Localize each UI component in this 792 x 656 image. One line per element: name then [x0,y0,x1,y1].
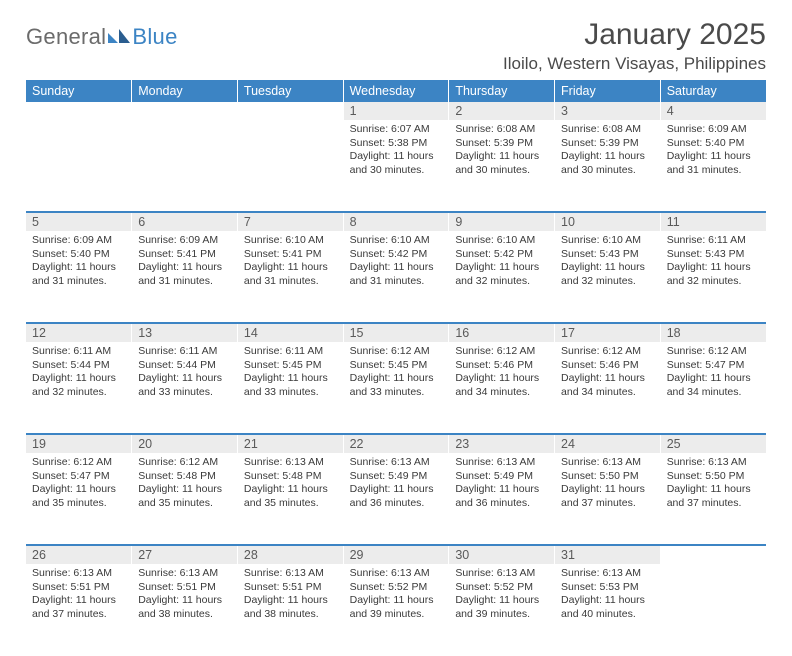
day-number [26,102,132,120]
day-cell: Sunrise: 6:11 AMSunset: 5:43 PMDaylight:… [660,231,766,323]
day-number: 29 [343,545,449,564]
day-number: 18 [660,323,766,342]
day-number: 22 [343,434,449,453]
day-number [660,545,766,564]
day-number [132,102,238,120]
day-cell: Sunrise: 6:09 AMSunset: 5:40 PMDaylight:… [26,231,132,323]
day-cell: Sunrise: 6:13 AMSunset: 5:48 PMDaylight:… [237,453,343,545]
day-number: 30 [449,545,555,564]
day-number: 8 [343,212,449,231]
day-number: 9 [449,212,555,231]
day-cell: Sunrise: 6:11 AMSunset: 5:44 PMDaylight:… [132,342,238,434]
day-cell: Sunrise: 6:12 AMSunset: 5:46 PMDaylight:… [449,342,555,434]
day-number: 23 [449,434,555,453]
day-number: 13 [132,323,238,342]
day-cell: Sunrise: 6:08 AMSunset: 5:39 PMDaylight:… [449,120,555,212]
logo: General Blue [26,18,178,50]
day-number: 15 [343,323,449,342]
day-cell: Sunrise: 6:09 AMSunset: 5:40 PMDaylight:… [660,120,766,212]
day-number: 4 [660,102,766,120]
day-cell: Sunrise: 6:13 AMSunset: 5:51 PMDaylight:… [132,564,238,656]
month-title: January 2025 [503,18,766,52]
day-number: 21 [237,434,343,453]
day-number: 7 [237,212,343,231]
day-number: 5 [26,212,132,231]
day-number: 6 [132,212,238,231]
logo-text-general: General [26,24,106,50]
day-number: 11 [660,212,766,231]
daynum-row: 567891011 [26,212,766,231]
day-cell [26,120,132,212]
day-header: Monday [132,80,238,102]
day-cell: Sunrise: 6:13 AMSunset: 5:50 PMDaylight:… [660,453,766,545]
content-row: Sunrise: 6:09 AMSunset: 5:40 PMDaylight:… [26,231,766,323]
day-cell: Sunrise: 6:08 AMSunset: 5:39 PMDaylight:… [555,120,661,212]
day-cell [660,564,766,656]
day-cell [132,120,238,212]
day-cell [237,120,343,212]
day-number: 10 [555,212,661,231]
content-row: Sunrise: 6:13 AMSunset: 5:51 PMDaylight:… [26,564,766,656]
day-cell: Sunrise: 6:10 AMSunset: 5:42 PMDaylight:… [449,231,555,323]
day-cell: Sunrise: 6:13 AMSunset: 5:49 PMDaylight:… [449,453,555,545]
day-header-row: SundayMondayTuesdayWednesdayThursdayFrid… [26,80,766,102]
day-cell: Sunrise: 6:09 AMSunset: 5:41 PMDaylight:… [132,231,238,323]
day-cell: Sunrise: 6:12 AMSunset: 5:48 PMDaylight:… [132,453,238,545]
day-number: 28 [237,545,343,564]
day-cell: Sunrise: 6:12 AMSunset: 5:46 PMDaylight:… [555,342,661,434]
day-cell: Sunrise: 6:13 AMSunset: 5:53 PMDaylight:… [555,564,661,656]
logo-text-blue: Blue [132,24,177,50]
calendar-table: SundayMondayTuesdayWednesdayThursdayFrid… [26,80,766,656]
day-number: 16 [449,323,555,342]
day-cell: Sunrise: 6:10 AMSunset: 5:43 PMDaylight:… [555,231,661,323]
day-cell: Sunrise: 6:13 AMSunset: 5:50 PMDaylight:… [555,453,661,545]
day-number: 25 [660,434,766,453]
logo-mark-icon [108,29,130,45]
title-block: January 2025 Iloilo, Western Visayas, Ph… [503,18,766,74]
day-cell: Sunrise: 6:10 AMSunset: 5:42 PMDaylight:… [343,231,449,323]
day-header: Saturday [660,80,766,102]
day-header: Friday [555,80,661,102]
day-cell: Sunrise: 6:13 AMSunset: 5:49 PMDaylight:… [343,453,449,545]
day-number: 26 [26,545,132,564]
day-cell: Sunrise: 6:11 AMSunset: 5:44 PMDaylight:… [26,342,132,434]
day-number: 19 [26,434,132,453]
day-number: 12 [26,323,132,342]
day-header: Tuesday [237,80,343,102]
day-cell: Sunrise: 6:12 AMSunset: 5:47 PMDaylight:… [26,453,132,545]
daynum-row: 12131415161718 [26,323,766,342]
content-row: Sunrise: 6:11 AMSunset: 5:44 PMDaylight:… [26,342,766,434]
day-cell: Sunrise: 6:13 AMSunset: 5:51 PMDaylight:… [26,564,132,656]
day-cell: Sunrise: 6:07 AMSunset: 5:38 PMDaylight:… [343,120,449,212]
daynum-row: 19202122232425 [26,434,766,453]
daynum-row: 262728293031 [26,545,766,564]
day-number: 27 [132,545,238,564]
day-number [237,102,343,120]
day-cell: Sunrise: 6:13 AMSunset: 5:52 PMDaylight:… [449,564,555,656]
day-cell: Sunrise: 6:12 AMSunset: 5:47 PMDaylight:… [660,342,766,434]
day-number: 20 [132,434,238,453]
day-header: Wednesday [343,80,449,102]
day-number: 24 [555,434,661,453]
header: General Blue January 2025 Iloilo, Wester… [26,18,766,74]
content-row: Sunrise: 6:12 AMSunset: 5:47 PMDaylight:… [26,453,766,545]
day-cell: Sunrise: 6:13 AMSunset: 5:52 PMDaylight:… [343,564,449,656]
day-number: 3 [555,102,661,120]
daynum-row: 1234 [26,102,766,120]
day-number: 1 [343,102,449,120]
day-cell: Sunrise: 6:11 AMSunset: 5:45 PMDaylight:… [237,342,343,434]
day-number: 17 [555,323,661,342]
day-cell: Sunrise: 6:13 AMSunset: 5:51 PMDaylight:… [237,564,343,656]
day-number: 31 [555,545,661,564]
day-number: 2 [449,102,555,120]
day-header: Sunday [26,80,132,102]
day-header: Thursday [449,80,555,102]
content-row: Sunrise: 6:07 AMSunset: 5:38 PMDaylight:… [26,120,766,212]
day-number: 14 [237,323,343,342]
day-cell: Sunrise: 6:12 AMSunset: 5:45 PMDaylight:… [343,342,449,434]
day-cell: Sunrise: 6:10 AMSunset: 5:41 PMDaylight:… [237,231,343,323]
location: Iloilo, Western Visayas, Philippines [503,54,766,74]
